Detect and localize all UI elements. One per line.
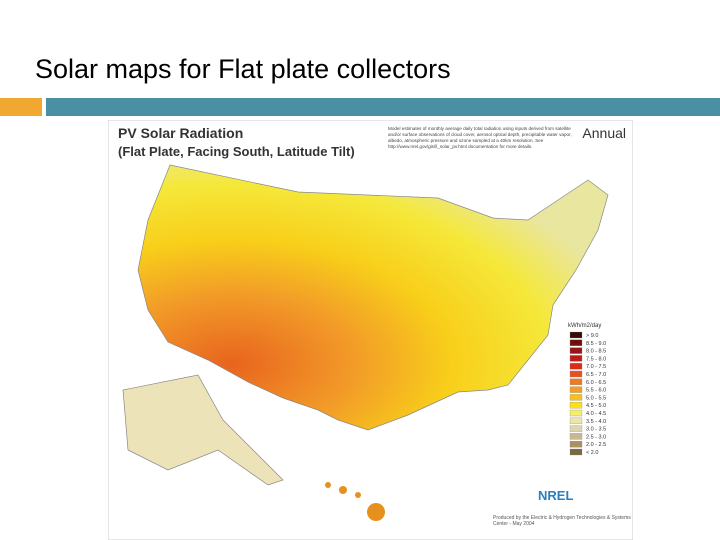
legend-label: > 9.0 [586,333,598,339]
legend-label: 8.5 - 9.0 [586,341,606,347]
legend: kWh/m2/day > 9.0 8.5 - 9.0 8.0 - 8.57.5 - … [568,323,606,456]
legend-label: 5.0 - 5.5 [586,395,606,401]
legend-swatch [569,378,583,385]
legend-swatch [569,409,583,417]
legend-swatch [569,347,583,354]
legend-swatch [569,394,583,401]
logo: NREL [538,488,573,503]
legend-label: 5.5 - 6.0 [586,388,606,394]
legend-label: 4.0 - 4.5 [586,411,606,417]
legend-label: 8.0 - 8.5 [586,349,606,355]
hawaii [325,482,385,521]
map-period: Annual [582,125,626,141]
accent-bar [0,98,42,116]
legend-label: 2.0 - 2.5 [586,442,606,448]
legend-swatch [569,363,583,370]
solar-map: PV Solar Radiation (Flat Plate, Facing S… [108,120,633,540]
credit: Produced by the Electric & Hydrogen Tech… [493,515,631,527]
legend-swatch [569,448,583,456]
legend-label: 7.0 - 7.5 [586,364,606,370]
legend-label: 3.5 - 4.0 [586,419,606,425]
legend-label: 4.5 - 5.0 [586,403,606,409]
legend-label: 6.5 - 7.0 [586,372,606,378]
legend-swatch [569,386,583,393]
legend-label: 3.0 - 3.5 [586,427,606,433]
legend-swatch [569,370,583,378]
legend-label: < 2.0 [586,450,598,456]
legend-label: 7.5 - 8.0 [586,356,606,362]
legend-swatch [569,417,583,424]
legend-swatch [569,331,583,339]
map-subtitle: (Flat Plate, Facing South, Latitude Tilt… [118,144,355,159]
map-description-box: Model estimates of monthly average daily… [388,126,572,149]
us-map [137,164,609,431]
legend-swatch [569,425,583,432]
legend-title: kWh/m2/day [568,323,601,329]
credit-box: Produced by the Electric & Hydrogen Tech… [493,515,631,527]
map-title: PV Solar Radiation [118,125,243,141]
map-description: Model estimates of monthly average daily… [388,126,572,149]
legend-swatch [569,441,583,448]
legend-swatch [569,433,583,440]
header-bar [46,98,720,116]
alaska [122,374,284,486]
legend-swatch [569,402,583,409]
legend-label: 2.5 - 3.0 [586,434,606,440]
legend-label: 6.0 - 6.5 [586,380,606,386]
legend-swatch [569,355,583,362]
legend-swatch [569,339,583,346]
slide-title: Solar maps for Flat plate collectors [35,54,451,84]
